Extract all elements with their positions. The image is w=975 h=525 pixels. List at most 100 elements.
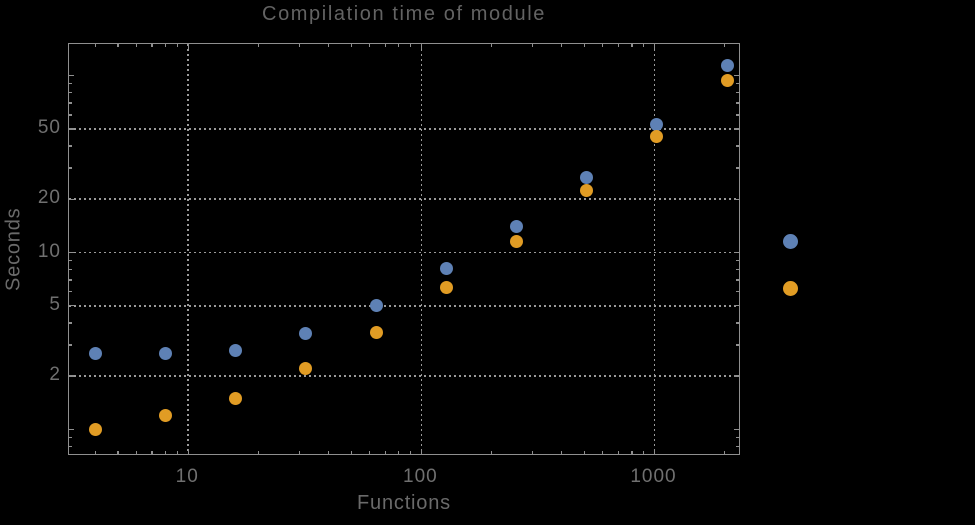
tick-mark xyxy=(734,251,739,254)
tick-mark xyxy=(164,451,167,454)
tick-mark xyxy=(736,436,739,439)
tick-mark xyxy=(69,436,72,439)
tick-mark xyxy=(531,451,534,454)
tick-mark xyxy=(69,92,72,94)
y-tick-label-2: 2 xyxy=(49,364,61,386)
tick-mark xyxy=(327,451,330,454)
legend-marker-1 xyxy=(783,233,798,249)
tick-mark xyxy=(734,128,739,130)
tick-mark xyxy=(384,44,386,47)
tick-mark xyxy=(117,44,119,47)
data-point-series-1-blue-x2048 xyxy=(720,59,734,73)
tick-mark xyxy=(398,451,400,454)
tick-mark xyxy=(94,451,97,454)
tick-mark xyxy=(583,44,585,47)
data-point-series-2-orange-x4 xyxy=(88,422,102,436)
tick-mark xyxy=(69,269,72,271)
data-point-series-1-blue-x1024 xyxy=(650,117,664,131)
tick-mark xyxy=(420,449,422,454)
data-point-series-2-orange-x64 xyxy=(369,325,383,339)
tick-mark xyxy=(617,44,620,47)
y-tick-label-10: 10 xyxy=(37,240,61,262)
tick-mark xyxy=(724,44,726,47)
tick-mark xyxy=(410,44,412,47)
data-point-series-2-orange-x128 xyxy=(439,280,453,294)
data-point-series-2-orange-x16 xyxy=(229,391,243,405)
tick-mark xyxy=(151,451,153,454)
tick-mark xyxy=(368,44,371,47)
tick-mark xyxy=(69,128,74,130)
gridline-y-5 xyxy=(69,304,739,307)
tick-mark xyxy=(617,451,620,454)
tick-mark xyxy=(117,451,119,454)
tick-mark xyxy=(398,44,400,47)
tick-mark xyxy=(69,305,74,307)
tick-mark xyxy=(350,44,352,47)
tick-mark xyxy=(736,291,739,293)
tick-mark xyxy=(384,451,386,454)
data-point-series-2-orange-x1024 xyxy=(650,130,664,144)
tick-mark xyxy=(734,375,739,377)
tick-mark xyxy=(643,44,645,47)
chart-title: Compilation time of module xyxy=(262,3,546,25)
tick-mark xyxy=(368,451,371,454)
gridline-x-100 xyxy=(420,44,423,454)
y-tick-label-50: 50 xyxy=(37,116,61,138)
data-point-series-1-blue-x128 xyxy=(439,262,453,276)
tick-mark xyxy=(736,92,739,94)
legend-marker-2 xyxy=(783,280,798,296)
tick-mark xyxy=(350,451,352,454)
tick-mark xyxy=(602,44,604,47)
tick-mark xyxy=(69,291,72,293)
tick-mark xyxy=(653,44,656,49)
tick-mark xyxy=(327,44,330,47)
tick-mark xyxy=(69,375,74,377)
tick-mark xyxy=(736,167,739,169)
tick-mark xyxy=(736,114,739,116)
tick-mark xyxy=(653,449,656,454)
tick-mark xyxy=(257,451,260,454)
tick-mark xyxy=(602,451,604,454)
x-tick-label-100: 100 xyxy=(403,466,438,487)
data-point-series-2-orange-x2048 xyxy=(720,73,734,87)
tick-mark xyxy=(736,322,739,324)
plot-frame xyxy=(68,43,740,455)
tick-mark xyxy=(69,83,72,85)
tick-mark xyxy=(176,44,179,47)
tick-mark xyxy=(69,428,74,430)
tick-mark xyxy=(736,259,739,262)
data-point-series-2-orange-x512 xyxy=(580,184,594,198)
data-point-series-1-blue-x64 xyxy=(369,299,383,313)
tick-mark xyxy=(643,451,645,454)
tick-mark xyxy=(164,44,167,47)
tick-mark xyxy=(734,428,739,430)
data-point-series-2-orange-x32 xyxy=(299,362,313,376)
tick-mark xyxy=(69,114,72,116)
tick-mark xyxy=(734,75,739,77)
x-tick-label-10: 10 xyxy=(175,466,199,487)
tick-mark xyxy=(151,44,153,47)
gridline-x-1000 xyxy=(653,44,656,454)
tick-mark xyxy=(736,344,739,346)
tick-mark xyxy=(69,167,72,169)
data-point-series-1-blue-x256 xyxy=(510,219,524,233)
tick-mark xyxy=(94,44,97,47)
gridline-y-50 xyxy=(69,128,739,130)
tick-mark xyxy=(69,251,74,254)
tick-mark xyxy=(736,445,739,448)
tick-mark xyxy=(561,44,563,47)
tick-mark xyxy=(176,451,179,454)
data-point-series-1-blue-x32 xyxy=(299,326,313,340)
tick-mark xyxy=(736,102,739,104)
tick-mark xyxy=(734,198,739,200)
tick-mark xyxy=(69,75,74,77)
tick-mark xyxy=(736,279,739,281)
tick-mark xyxy=(69,198,74,200)
gridline-y-10 xyxy=(69,251,739,254)
gridline-y-2 xyxy=(69,375,739,377)
x-axis-label: Functions xyxy=(357,492,451,514)
y-tick-label-5: 5 xyxy=(49,293,61,315)
tick-mark xyxy=(69,259,72,262)
data-point-series-2-orange-x256 xyxy=(510,234,524,248)
